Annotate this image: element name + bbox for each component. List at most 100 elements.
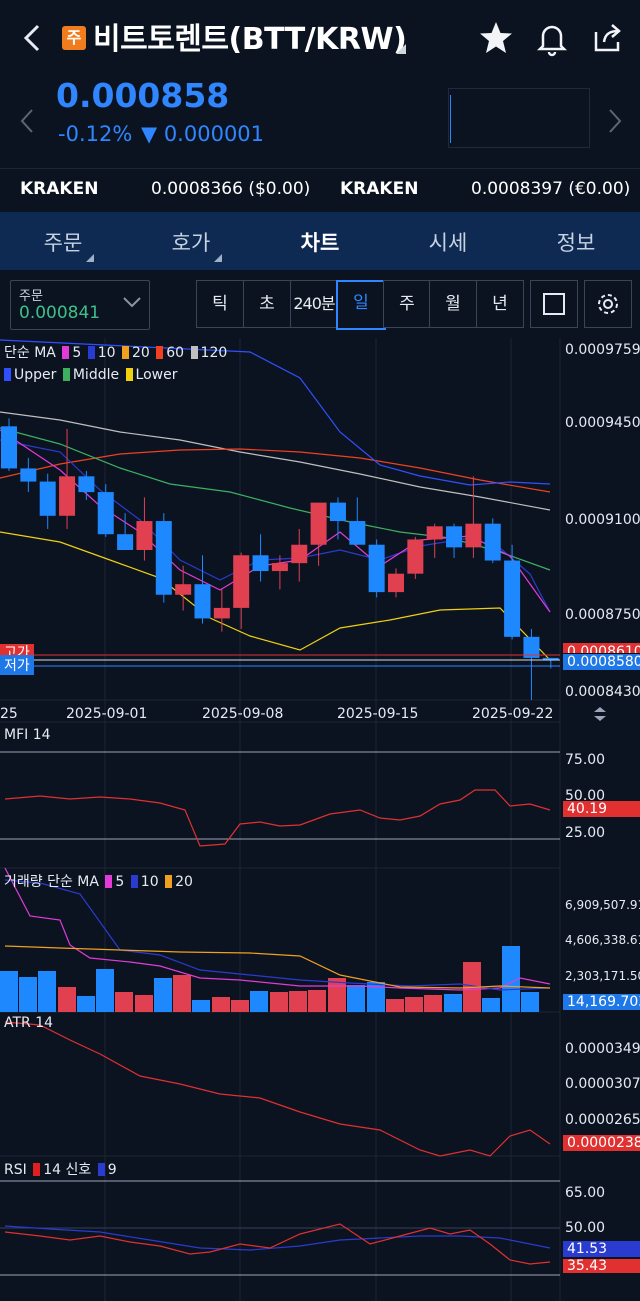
settings-button[interactable] bbox=[584, 280, 632, 328]
date-label: 2025-09-22 bbox=[472, 706, 554, 722]
vol-ma5-swatch bbox=[105, 875, 113, 888]
order-label: 주문 bbox=[19, 289, 43, 304]
next-arrow-icon[interactable] bbox=[604, 106, 624, 136]
candle bbox=[426, 526, 443, 540]
atr-value-tag: 0.0000238 bbox=[563, 1135, 640, 1151]
ma5-swatch bbox=[62, 346, 70, 359]
share-icon[interactable] bbox=[588, 18, 628, 58]
price-axis-label: 0.0009759 bbox=[565, 342, 640, 358]
tab-info[interactable]: 정보 bbox=[556, 231, 596, 255]
mini-chart bbox=[448, 88, 590, 148]
period-tick[interactable]: 틱 bbox=[196, 280, 244, 328]
date-label: 25 bbox=[0, 706, 18, 722]
price-axis-label: 0.0008750 bbox=[565, 607, 640, 623]
volume-bar bbox=[424, 995, 442, 1012]
candle bbox=[20, 468, 37, 482]
ma20-label: 20 bbox=[131, 345, 150, 361]
order-dropdown[interactable]: 주문 0.000841 bbox=[10, 280, 150, 330]
candle bbox=[136, 521, 153, 550]
rsi-value-tag: 35.43 bbox=[563, 1259, 640, 1273]
rsi-signal-value-tag: 41.53 bbox=[563, 1241, 640, 1257]
price-axis-label: 0.0009100 bbox=[565, 512, 640, 528]
candle bbox=[523, 636, 540, 658]
tab-order[interactable]: 주문 bbox=[43, 231, 83, 255]
rsi14-swatch bbox=[33, 1163, 41, 1176]
low-tag: 저가 bbox=[0, 655, 34, 675]
bb-middle-label: Middle bbox=[72, 367, 120, 383]
tab-chart[interactable]: 차트 bbox=[300, 231, 340, 255]
atr-line bbox=[4, 1021, 551, 1157]
back-icon[interactable] bbox=[14, 18, 54, 58]
rsi-signal-line bbox=[4, 1225, 551, 1251]
rsi-line bbox=[4, 1223, 551, 1265]
bb-lower-swatch bbox=[125, 368, 133, 381]
price-axis-label: 0.0009450 bbox=[565, 415, 640, 431]
candle bbox=[407, 539, 424, 574]
candle bbox=[465, 523, 482, 548]
volume-bar bbox=[212, 997, 230, 1012]
tab-market-price[interactable]: 시세 bbox=[428, 231, 468, 255]
vol-ma10-swatch bbox=[130, 875, 138, 888]
ma60-line bbox=[0, 448, 551, 493]
ma120-line bbox=[0, 411, 551, 511]
bb-upper-swatch bbox=[4, 368, 11, 381]
ma60-label: 60 bbox=[166, 345, 185, 361]
price-chart[interactable] bbox=[0, 338, 640, 1301]
date-label: 2025-09-01 bbox=[66, 706, 148, 722]
volume-value-tag: 14,169.703 bbox=[563, 994, 640, 1010]
title-dropdown-icon[interactable] bbox=[396, 44, 406, 54]
tab-orderbook[interactable]: 호가 bbox=[171, 231, 211, 255]
volume-bar bbox=[38, 971, 56, 1012]
candle bbox=[329, 502, 346, 522]
volume-legend-title: 거래량 단순 MA bbox=[4, 874, 99, 890]
square-icon bbox=[543, 293, 565, 315]
mfi-legend: MFI 14 bbox=[4, 727, 51, 743]
bb-upper-line bbox=[0, 339, 551, 486]
exchange-row bbox=[0, 168, 640, 213]
ma-legend-title: 단순 MA bbox=[4, 345, 56, 361]
bb-upper-label: Upper bbox=[14, 367, 57, 383]
candle bbox=[213, 607, 230, 619]
volume-bar bbox=[154, 978, 172, 1012]
atr-axis-label: 0.0000349 bbox=[565, 1041, 640, 1057]
period-second[interactable]: 초 bbox=[243, 280, 291, 328]
candle bbox=[59, 476, 76, 516]
change-amount: ▼ 0.000001 bbox=[141, 122, 265, 146]
volume-bar bbox=[444, 994, 462, 1012]
candle bbox=[194, 584, 211, 619]
star-icon[interactable] bbox=[476, 18, 516, 58]
ma120-label: 120 bbox=[200, 345, 228, 361]
volume-bar bbox=[77, 996, 95, 1012]
period-week[interactable]: 주 bbox=[383, 280, 431, 328]
atr-legend: ATR 14 bbox=[4, 1015, 54, 1031]
period-day[interactable]: 일 bbox=[336, 280, 386, 330]
exchange-name: KRAKEN bbox=[20, 179, 99, 199]
current-price-tag: 0.0008580 bbox=[563, 654, 640, 670]
volume-legend: 거래량 단순 MA 5 10 20 bbox=[4, 871, 193, 891]
period-year[interactable]: 년 bbox=[476, 280, 524, 328]
candle bbox=[484, 523, 501, 561]
prev-arrow-icon[interactable] bbox=[18, 106, 38, 136]
candle bbox=[97, 492, 114, 535]
volume-bar bbox=[96, 969, 114, 1012]
high-price-tag: 0.0008610 bbox=[563, 643, 640, 653]
bell-icon[interactable] bbox=[532, 18, 572, 58]
volume-axis-label: 6,909,507.916 bbox=[565, 898, 640, 912]
period-month[interactable]: 월 bbox=[429, 280, 477, 328]
atr-axis-label: 0.0000265 bbox=[565, 1112, 640, 1128]
current-price: 0.000858 bbox=[56, 76, 230, 115]
volume-bar bbox=[231, 1000, 249, 1012]
page-title[interactable]: 비트토렌트(BTT/KRW) bbox=[93, 22, 407, 57]
candle bbox=[271, 563, 288, 572]
ma5-label: 5 bbox=[72, 345, 82, 361]
drawing-tool-button[interactable] bbox=[530, 280, 578, 328]
price-axis-label: 0.0008430 bbox=[565, 684, 640, 700]
mfi-line bbox=[4, 789, 551, 847]
volume-bar bbox=[502, 946, 520, 1012]
vol-ma20-swatch bbox=[165, 875, 173, 888]
period-240min[interactable]: 240분 bbox=[290, 280, 338, 328]
volume-bar bbox=[58, 987, 76, 1012]
scale-toggle-icon[interactable] bbox=[590, 705, 610, 723]
rsi14-label: 14 bbox=[43, 1162, 62, 1178]
volume-bar bbox=[347, 985, 365, 1012]
